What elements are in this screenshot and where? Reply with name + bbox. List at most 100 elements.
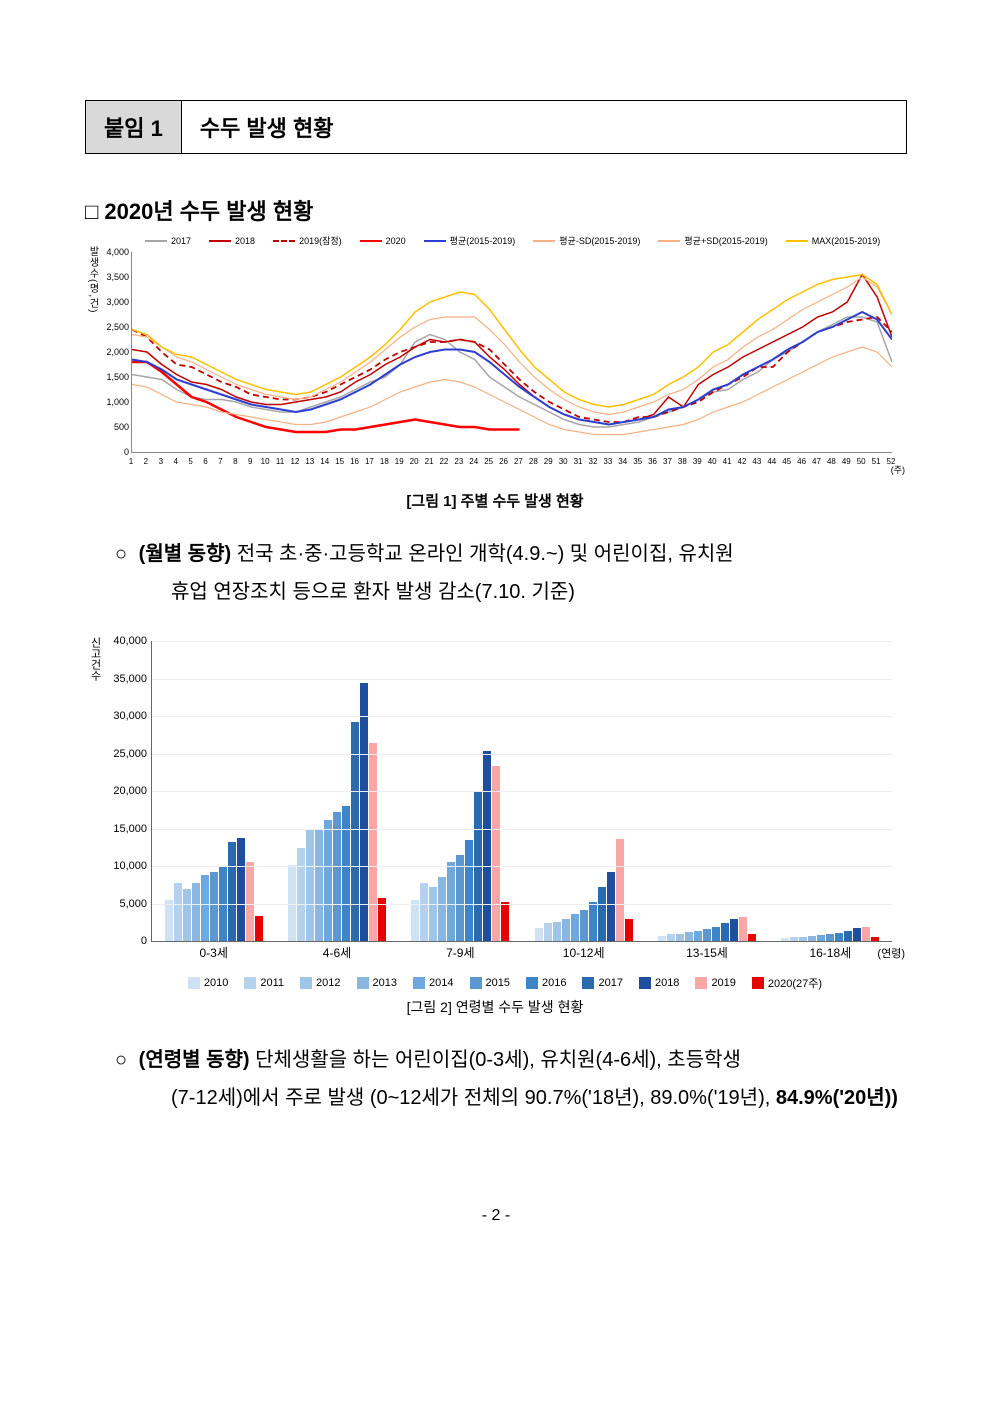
- bar: [799, 937, 807, 942]
- bar-group-label: 7-9세: [399, 944, 522, 961]
- line-chart-xtick: 25: [484, 457, 493, 466]
- legend-label: MAX(2015-2019): [812, 236, 881, 246]
- line-chart-ytick: 1,500: [99, 372, 129, 382]
- bar: [501, 902, 509, 941]
- bar-chart-ytick: 10,000: [107, 860, 147, 872]
- line-chart-xtick: 9: [248, 457, 252, 466]
- legend-swatch: [526, 977, 538, 989]
- bar: [342, 806, 350, 941]
- line-chart-ytick: 2,000: [99, 347, 129, 357]
- bar: [667, 934, 675, 941]
- legend-swatch: [300, 977, 312, 989]
- bar-chart-ytick: 5,000: [107, 898, 147, 910]
- line-chart-xtick: 37: [663, 457, 672, 466]
- bar-chart-ytick: 15,000: [107, 823, 147, 835]
- legend-label: 2013: [373, 977, 397, 989]
- bullet-icon: ○: [115, 1049, 127, 1071]
- line-chart-xtick: 34: [618, 457, 627, 466]
- line-chart-xtick: 1: [129, 457, 133, 466]
- line-chart-xtick: 41: [723, 457, 732, 466]
- line-chart-xtick: 29: [544, 457, 553, 466]
- legend-item: MAX(2015-2019): [786, 236, 881, 246]
- page-title: 수두 발생 현황: [182, 101, 352, 153]
- line-chart-xtick: 15: [335, 457, 344, 466]
- bar: [835, 933, 843, 941]
- bar: [544, 923, 552, 941]
- bar: [871, 937, 879, 941]
- bar: [790, 937, 798, 941]
- bar: [360, 683, 368, 941]
- line-chart-xtick: 46: [797, 457, 806, 466]
- bar: [676, 934, 684, 942]
- line-chart-xtick: 44: [767, 457, 776, 466]
- bar-chart-ylabel: 신고건수: [87, 637, 103, 681]
- bar: [658, 936, 666, 941]
- line-chart-xtick: 38: [678, 457, 687, 466]
- legend-item: 2020: [360, 236, 406, 246]
- legend-item: 평균+SD(2015-2019): [658, 234, 767, 247]
- legend-label: 2017: [171, 236, 191, 246]
- bar: [324, 820, 332, 942]
- legend-swatch: [424, 240, 446, 242]
- legend-label: 평균+SD(2015-2019): [684, 234, 767, 247]
- line-chart-ylabel: 발생수(명,건): [85, 246, 100, 313]
- attachment-badge: 붙임 1: [86, 101, 182, 153]
- bar-group-label: 16-18세: [769, 944, 892, 961]
- age-bar-chart: 신고건수 0-3세4-6세7-9세10-12세13-15세16-18세 (연령)…: [85, 631, 905, 1017]
- bar: [297, 848, 305, 941]
- bar: [748, 934, 756, 941]
- para2-line1: 단체생활을 하는 어린이집(0-3세), 유치원(4-6세), 초등학생: [250, 1049, 741, 1071]
- page: 붙임 1 수두 발생 현황 □ 2020년 수두 발생 현황 발생수(명,건) …: [0, 0, 992, 1285]
- line-chart-xtick: 6: [203, 457, 207, 466]
- line-chart-ytick: 500: [99, 422, 129, 432]
- legend-item: 2017: [582, 975, 622, 991]
- line-chart-xtick: 16: [350, 457, 359, 466]
- line-chart-xtick: 11: [276, 457, 284, 466]
- figure-2-caption: [그림 2] 연령별 수두 발생 현황: [85, 997, 905, 1017]
- legend-swatch: [582, 977, 594, 989]
- bar: [201, 875, 209, 941]
- legend-label: 2018: [655, 977, 679, 989]
- legend-label: 평균-SD(2015-2019): [559, 234, 640, 247]
- line-chart-xtick: 4: [173, 457, 177, 466]
- line-chart-xtick: 40: [708, 457, 717, 466]
- line-chart-xtick: 50: [857, 457, 866, 466]
- bar-chart-ytick: 35,000: [107, 673, 147, 685]
- bar: [465, 840, 473, 941]
- legend-swatch: [360, 240, 382, 242]
- bar: [535, 928, 543, 942]
- line-chart-xtick: 48: [827, 457, 836, 466]
- bar-chart-ytick: 20,000: [107, 785, 147, 797]
- bullet-icon: ○: [115, 543, 127, 565]
- bar: [228, 842, 236, 941]
- bar: [694, 931, 702, 942]
- monthly-trend-paragraph: ○ (월별 동향) 전국 초·중·고등학교 온라인 개학(4.9.~) 및 어린…: [115, 535, 907, 611]
- bar: [817, 935, 825, 941]
- line-chart-xtick: 22: [439, 457, 448, 466]
- bar: [730, 919, 738, 942]
- legend-label: 2011: [260, 977, 284, 989]
- legend-label: 2019: [711, 977, 735, 989]
- legend-label: 2020: [386, 236, 406, 246]
- bar-chart-ytick: 30,000: [107, 710, 147, 722]
- line-chart-xtick: 10: [261, 457, 270, 466]
- bar: [411, 900, 419, 941]
- line-chart-ytick: 0: [99, 447, 129, 457]
- line-chart-ytick: 3,500: [99, 272, 129, 282]
- line-chart-xtick: 27: [514, 457, 523, 466]
- line-chart-xtick: 47: [812, 457, 821, 466]
- bar: [826, 934, 834, 941]
- bar: [781, 938, 789, 941]
- legend-swatch: [244, 977, 256, 989]
- line-chart-xtick: 12: [290, 457, 299, 466]
- bar: [429, 887, 437, 941]
- line-chart-xtick: 21: [425, 457, 434, 466]
- bar: [703, 929, 711, 941]
- line-chart-xtick: 17: [365, 457, 374, 466]
- bar: [853, 928, 861, 942]
- bar-group-label: 0-3세: [152, 944, 275, 961]
- bar: [808, 936, 816, 941]
- line-chart-xtick: 35: [633, 457, 642, 466]
- line-chart-xtick: 43: [752, 457, 761, 466]
- line-chart-xtick: 23: [454, 457, 463, 466]
